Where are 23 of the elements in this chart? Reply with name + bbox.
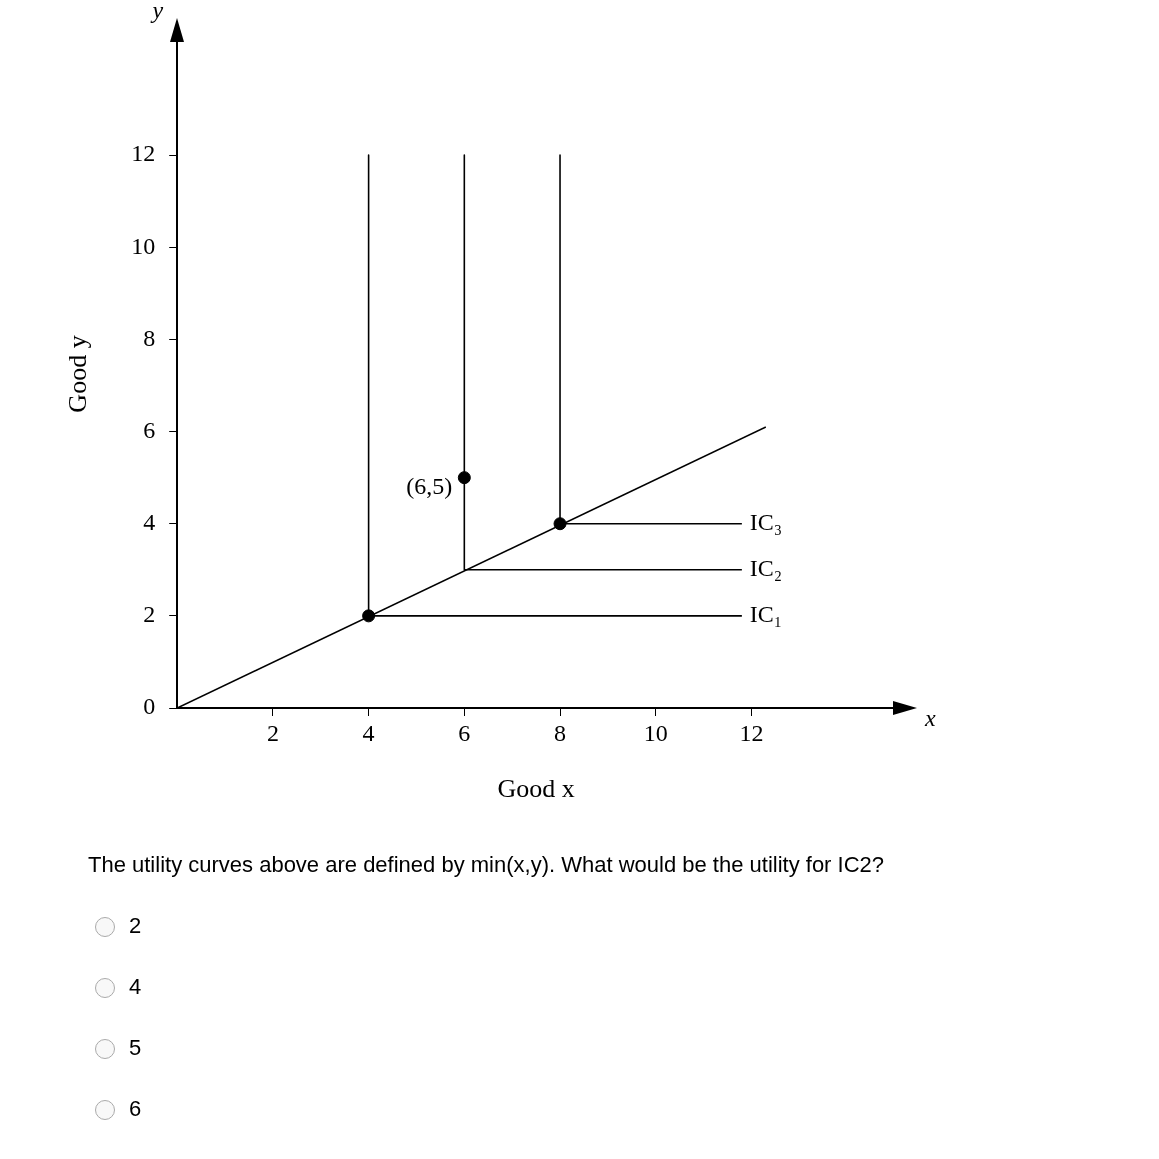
annotation: (6,5): [406, 472, 453, 499]
x-axis-title: Good x: [497, 774, 575, 804]
y-tick-label: 0: [143, 693, 156, 720]
x-tick-label: 12: [739, 719, 764, 746]
x-tick-label: 10: [643, 719, 668, 746]
y-tick-label: 4: [143, 509, 156, 536]
y-tick-label: 6: [143, 416, 156, 443]
text: x: [924, 705, 936, 732]
text: The utility curves above are defined by min(x,y). What would be the utility for IC2?: [88, 852, 885, 878]
series-label: IC₂: [749, 555, 783, 582]
text: 5: [129, 1035, 142, 1061]
x-tick-label: 6: [458, 719, 471, 746]
y-tick-label: 12: [131, 140, 156, 167]
x-tick-label: 2: [266, 719, 279, 746]
series-label: IC₁: [749, 601, 783, 628]
series-label: IC₃: [749, 509, 783, 536]
y-tick-label: 10: [131, 232, 156, 259]
y-tick-label: 8: [143, 324, 156, 351]
y-tick-label: 2: [143, 601, 156, 628]
text: y: [150, 0, 164, 24]
x-tick-label: 8: [554, 719, 567, 746]
x-tick-label: 4: [362, 719, 375, 746]
y-axis-title: Good y: [63, 335, 93, 413]
